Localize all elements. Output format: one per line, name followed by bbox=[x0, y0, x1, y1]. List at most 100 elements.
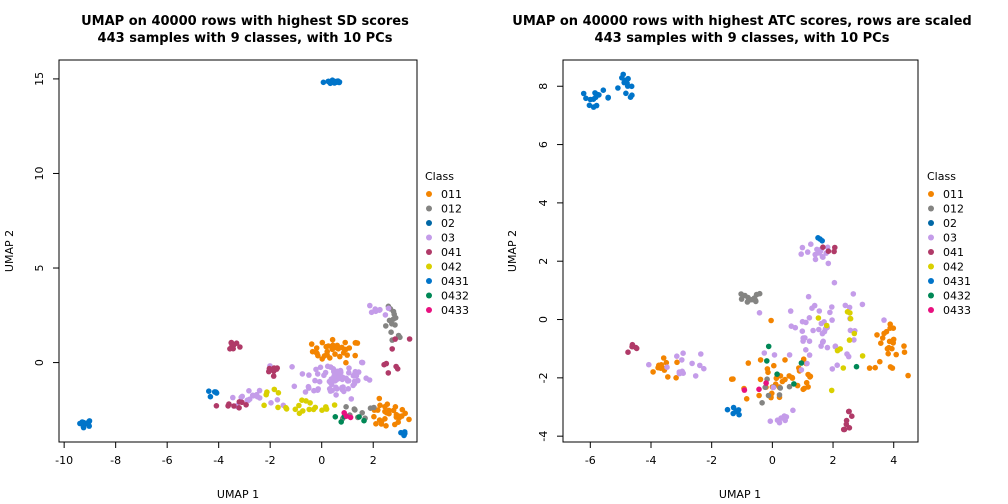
right-data-point-011 bbox=[768, 317, 774, 324]
left-data-point-012 bbox=[397, 334, 403, 341]
right-y-tick-label: 6 bbox=[537, 141, 550, 148]
left-legend-label: 0431 bbox=[441, 275, 469, 288]
right-data-point-011 bbox=[665, 374, 671, 380]
right-data-point-03 bbox=[761, 350, 768, 356]
right-data-point-03 bbox=[664, 364, 670, 371]
right-data-point-0431 bbox=[628, 83, 635, 90]
right-data-point-03 bbox=[806, 315, 813, 321]
right-y-tick-label: 4 bbox=[537, 199, 550, 206]
right-data-point-0431 bbox=[730, 404, 737, 411]
left-data-point-03 bbox=[306, 372, 312, 378]
left-data-point-03 bbox=[332, 378, 339, 384]
left-data-point-03 bbox=[328, 381, 335, 388]
left-chart-title-line1: UMAP on 40000 rows with highest SD score… bbox=[81, 14, 409, 29]
right-data-point-0432 bbox=[765, 343, 772, 350]
left-legend-label: 042 bbox=[441, 261, 462, 274]
left-legend-label: 0433 bbox=[441, 304, 469, 317]
right-data-point-041 bbox=[629, 343, 635, 350]
left-legend-swatch bbox=[426, 292, 432, 299]
right-data-point-0432 bbox=[791, 381, 797, 387]
right-data-point-03 bbox=[692, 373, 699, 379]
right-legend-swatch bbox=[928, 292, 934, 299]
left-data-point-011 bbox=[343, 359, 349, 366]
right-data-point-011 bbox=[656, 362, 662, 369]
right-data-point-011 bbox=[879, 335, 886, 341]
left-data-point-03 bbox=[250, 393, 257, 399]
left-data-point-011 bbox=[392, 404, 399, 410]
right-data-point-03 bbox=[771, 352, 778, 358]
right-data-point-011 bbox=[663, 359, 670, 366]
left-data-point-03 bbox=[268, 400, 274, 406]
right-data-point-041 bbox=[843, 417, 850, 424]
right-data-point-012 bbox=[738, 296, 745, 302]
left-data-point-03 bbox=[311, 387, 317, 394]
right-data-point-011 bbox=[673, 375, 679, 381]
right-umap-panel: UMAP on 40000 rows with highest ATC scor… bbox=[506, 14, 972, 501]
right-data-point-011 bbox=[650, 369, 656, 375]
left-data-point-03 bbox=[327, 388, 334, 394]
right-data-point-0432 bbox=[764, 358, 770, 364]
left-data-point-011 bbox=[371, 413, 377, 420]
left-data-point-042 bbox=[296, 402, 302, 409]
right-data-point-0431 bbox=[592, 90, 598, 96]
right-data-point-0431 bbox=[620, 71, 626, 78]
left-legend-swatch bbox=[426, 278, 432, 284]
right-data-point-03 bbox=[782, 417, 788, 424]
left-data-point-012 bbox=[343, 404, 349, 410]
right-data-point-0433 bbox=[763, 380, 769, 386]
left-data-point-03 bbox=[353, 372, 360, 379]
right-y-tick-label: 0 bbox=[537, 316, 550, 323]
right-data-point-011 bbox=[887, 321, 893, 328]
right-data-point-011 bbox=[878, 340, 884, 347]
left-data-point-011 bbox=[386, 407, 392, 414]
left-data-point-03 bbox=[316, 378, 323, 385]
right-chart-title-line1: UMAP on 40000 rows with highest ATC scor… bbox=[512, 14, 971, 29]
left-data-point-041 bbox=[393, 363, 399, 370]
right-data-point-011 bbox=[756, 392, 762, 399]
left-data-point-03 bbox=[246, 388, 252, 394]
left-legend-label: 012 bbox=[441, 203, 462, 216]
left-data-point-011 bbox=[353, 339, 359, 346]
right-data-point-03 bbox=[680, 350, 686, 357]
left-data-point-03 bbox=[345, 386, 352, 392]
right-data-point-03 bbox=[831, 279, 838, 286]
right-data-point-042 bbox=[828, 387, 835, 394]
left-legend-label: 02 bbox=[441, 217, 455, 230]
left-data-point-03 bbox=[340, 384, 346, 390]
left-legend-label: 0432 bbox=[441, 290, 469, 303]
right-data-point-0431 bbox=[724, 406, 731, 413]
right-legend-label: 011 bbox=[943, 188, 964, 201]
left-data-point-03 bbox=[274, 397, 281, 403]
left-data-point-0431 bbox=[206, 388, 212, 395]
right-data-point-0431 bbox=[629, 92, 635, 98]
left-x-tick-label: 2 bbox=[370, 454, 377, 467]
left-y-tick-label: 0 bbox=[33, 359, 46, 366]
left-x-tick-label: -10 bbox=[55, 454, 73, 467]
right-data-point-041 bbox=[625, 349, 631, 356]
right-data-point-042 bbox=[851, 330, 858, 337]
left-data-point-042 bbox=[331, 402, 338, 408]
right-legend-swatch bbox=[928, 307, 934, 313]
left-data-point-03 bbox=[313, 366, 319, 373]
left-data-point-03 bbox=[346, 370, 352, 376]
left-data-point-03 bbox=[230, 394, 236, 401]
left-data-point-03 bbox=[372, 306, 379, 312]
right-data-point-012 bbox=[762, 384, 768, 391]
right-x-tick-label: -4 bbox=[646, 454, 657, 467]
left-data-point-011 bbox=[315, 352, 321, 359]
right-y-tick-label: -2 bbox=[537, 372, 550, 383]
left-y-tick-label: 10 bbox=[33, 166, 46, 180]
left-data-point-03 bbox=[344, 378, 351, 384]
right-data-point-011 bbox=[866, 365, 873, 371]
left-legend-label: 03 bbox=[441, 232, 455, 245]
left-data-point-0431 bbox=[79, 420, 85, 427]
left-data-point-011 bbox=[377, 402, 383, 409]
left-data-point-011 bbox=[324, 348, 331, 355]
right-data-point-011 bbox=[757, 376, 764, 383]
right-legend-label: 03 bbox=[943, 232, 957, 245]
left-data-point-0431 bbox=[331, 80, 338, 86]
right-data-point-03 bbox=[829, 304, 835, 310]
right-axes: -6 -4 -2 0 2 4 -4 -2 0 2 4 6 8 bbox=[537, 83, 897, 467]
right-x-tick-label: 2 bbox=[830, 454, 837, 467]
left-data-point-011 bbox=[382, 403, 388, 410]
